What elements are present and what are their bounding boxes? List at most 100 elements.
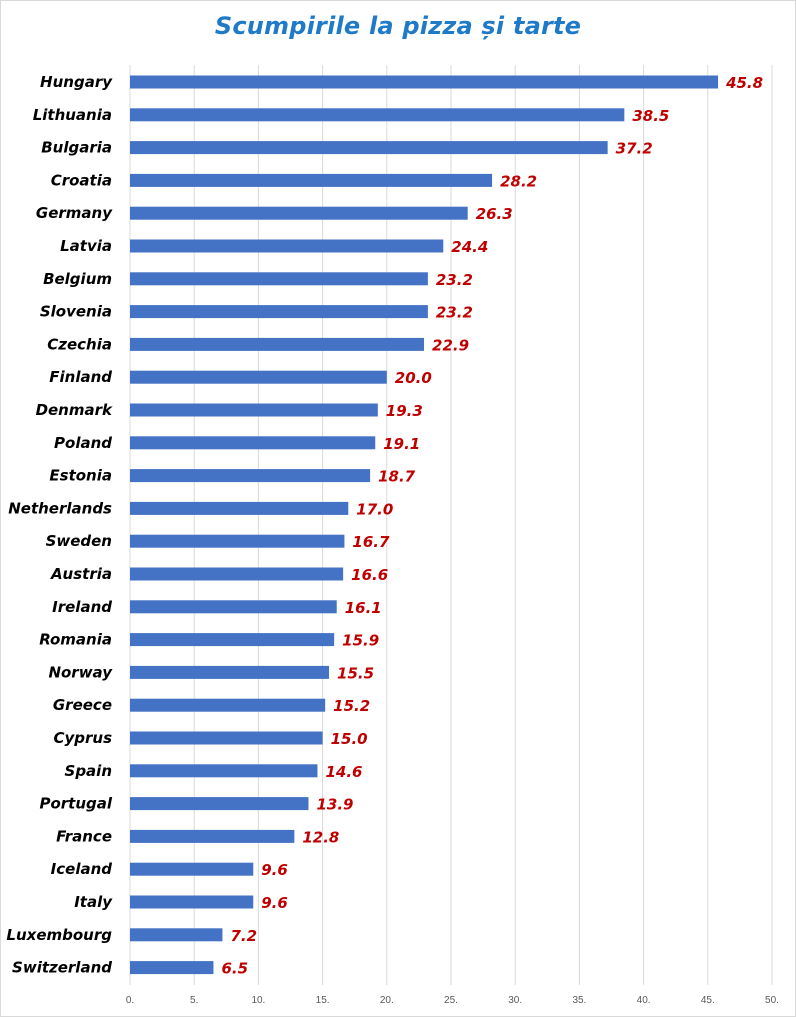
value-label: 20.0 — [395, 369, 432, 387]
x-tick-label: 20. — [380, 995, 394, 1006]
category-label: Sweden — [46, 532, 112, 550]
category-label: Czechia — [47, 335, 112, 353]
bar-netherlands — [130, 501, 349, 515]
category-label: Greece — [53, 696, 112, 714]
value-label: 17.0 — [356, 500, 393, 518]
value-label: 28.2 — [500, 172, 537, 190]
bar-poland — [130, 436, 376, 450]
x-tick-label: 40. — [637, 995, 651, 1006]
bar-spain — [130, 764, 318, 778]
bar-greece — [130, 698, 326, 712]
x-tick-label: 35. — [572, 995, 586, 1006]
category-label: Cyprus — [53, 729, 112, 747]
value-label: 6.5 — [221, 960, 248, 978]
bar-norway — [130, 665, 330, 679]
category-label: Norway — [48, 663, 113, 681]
category-label: Luxembourg — [6, 926, 112, 944]
gridlines — [129, 65, 773, 985]
category-label: Estonia — [49, 467, 112, 485]
bar-lithuania — [130, 108, 625, 122]
category-label: Latvia — [60, 237, 112, 255]
category-label: France — [56, 827, 112, 845]
bar-italy — [130, 895, 254, 909]
value-label: 13.9 — [316, 796, 353, 814]
bar-belgium — [130, 272, 428, 286]
category-label: Austria — [50, 565, 112, 583]
value-label: 12.8 — [302, 828, 339, 846]
category-label: Iceland — [51, 860, 113, 878]
category-label: Ireland — [52, 598, 112, 616]
bar-ireland — [130, 600, 337, 614]
value-label: 19.3 — [386, 402, 423, 420]
value-label: 15.0 — [331, 730, 368, 748]
x-tick-label: 45. — [701, 995, 715, 1006]
category-label: Spain — [65, 762, 112, 780]
bar-croatia — [130, 173, 493, 187]
bar-latvia — [130, 239, 444, 253]
value-label: 9.6 — [261, 861, 288, 879]
category-label: Belgium — [43, 270, 112, 288]
x-tick-label: 50. — [765, 995, 779, 1006]
value-label: 15.5 — [337, 664, 374, 682]
value-label: 24.4 — [451, 238, 488, 256]
x-axis-ticks: 0. 5. 10. 15. 20. 25. 30. 35. 40. 45. 50. — [126, 995, 779, 1006]
category-label: Italy — [74, 893, 113, 911]
category-label: Finland — [49, 368, 112, 386]
bar-finland — [130, 370, 387, 384]
bar-austria — [130, 567, 344, 581]
category-label: Croatia — [51, 171, 112, 189]
value-label: 23.2 — [436, 304, 473, 322]
category-label: Germany — [36, 204, 113, 222]
value-label: 38.5 — [632, 107, 669, 125]
bar-iceland — [130, 862, 254, 876]
value-label: 15.9 — [342, 632, 379, 650]
bar-germany — [130, 206, 468, 220]
category-label: Hungary — [40, 73, 113, 91]
bar-slovenia — [130, 305, 428, 319]
value-label: 45.8 — [725, 74, 763, 92]
chart-title: Scumpirile la pizza și tarte — [214, 12, 582, 40]
x-tick-label: 10. — [251, 995, 265, 1006]
value-label: 16.6 — [351, 566, 388, 584]
bar-czechia — [130, 337, 425, 351]
category-label: Netherlands — [8, 499, 112, 517]
x-tick-label: 25. — [444, 995, 458, 1006]
category-label: Lithuania — [33, 106, 112, 124]
bar-bulgaria — [130, 141, 608, 155]
bar-romania — [130, 633, 335, 647]
bar-estonia — [130, 469, 371, 483]
bars — [130, 75, 719, 975]
value-label: 26.3 — [476, 205, 513, 223]
value-label: 7.2 — [230, 927, 257, 945]
bar-portugal — [130, 797, 309, 811]
value-label: 37.2 — [616, 140, 653, 158]
bar-luxembourg — [130, 928, 223, 942]
bar-switzerland — [130, 961, 214, 975]
category-label: Bulgaria — [41, 139, 112, 157]
category-label: Poland — [54, 434, 112, 452]
category-label: Romania — [39, 631, 112, 649]
bar-france — [130, 829, 295, 843]
x-tick-label: 0. — [126, 995, 134, 1006]
value-label: 19.1 — [383, 435, 420, 453]
value-label: 22.9 — [432, 336, 469, 354]
value-label: 9.6 — [261, 894, 288, 912]
value-label: 15.2 — [333, 697, 370, 715]
bar-denmark — [130, 403, 378, 417]
value-label: 14.6 — [325, 763, 362, 781]
bar-sweden — [130, 534, 345, 548]
category-label: Denmark — [36, 401, 113, 419]
x-tick-label: 5. — [190, 995, 198, 1006]
category-label: Slovenia — [40, 303, 112, 321]
bar-cyprus — [130, 731, 323, 745]
category-label: Portugal — [39, 795, 112, 813]
x-tick-label: 15. — [316, 995, 330, 1006]
x-tick-label: 30. — [508, 995, 522, 1006]
value-label: 16.1 — [345, 599, 382, 617]
labels: Hungary 45.8 Lithuania 38.5 Bulgaria 37.2 Croa… — [6, 73, 763, 978]
value-label: 18.7 — [378, 468, 416, 486]
category-label: Switzerland — [12, 959, 112, 977]
value-label: 16.7 — [352, 533, 390, 551]
value-label: 23.2 — [436, 271, 473, 289]
